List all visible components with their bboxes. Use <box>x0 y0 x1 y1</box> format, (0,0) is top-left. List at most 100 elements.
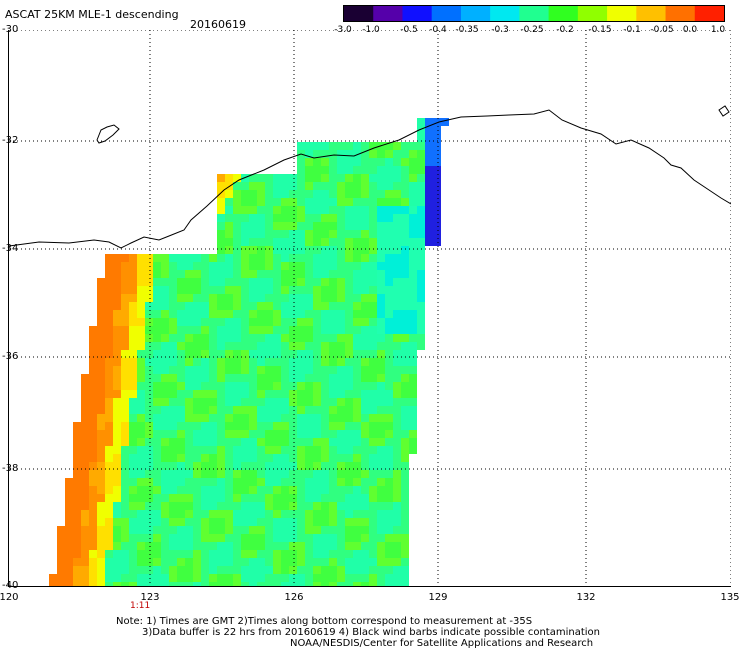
swath-cell <box>217 294 225 302</box>
swath-cell <box>409 358 417 366</box>
swath-cell <box>345 326 353 334</box>
swath-cell <box>161 398 169 406</box>
swath-cell <box>241 222 249 230</box>
swath-cell <box>225 486 233 494</box>
swath-cell <box>121 542 129 550</box>
swath-cell <box>329 342 337 350</box>
swath-cell <box>249 438 257 446</box>
swath-cell <box>281 510 289 518</box>
swath-cell <box>385 398 393 406</box>
swath-cell <box>329 550 337 558</box>
swath-cell <box>417 262 425 270</box>
swath-cell <box>225 182 233 190</box>
swath-cell <box>361 462 369 470</box>
swath-cell <box>233 326 241 334</box>
swath-cell <box>121 510 129 518</box>
swath-cell <box>89 438 97 446</box>
swath-cell <box>281 246 289 254</box>
swath-cell <box>97 318 105 326</box>
swath-cell <box>297 310 305 318</box>
swath-cell <box>297 438 305 446</box>
swath-cell <box>305 158 313 166</box>
swath-cell <box>345 414 353 422</box>
swath-cell <box>369 278 377 286</box>
swath-cell <box>177 286 185 294</box>
swath-cell <box>257 510 265 518</box>
swath-cell <box>249 262 257 270</box>
swath-cell <box>401 286 409 294</box>
swath-cell <box>241 246 249 254</box>
swath-cell <box>129 414 137 422</box>
swath-cell <box>393 166 401 174</box>
swath-cell <box>113 374 121 382</box>
swath-cell <box>289 230 297 238</box>
swath-cell <box>353 158 361 166</box>
swath-cell <box>217 502 225 510</box>
swath-cell <box>289 366 297 374</box>
swath-cell <box>313 230 321 238</box>
swath-cell <box>329 558 337 566</box>
swath-cell <box>137 358 145 366</box>
swath-cell <box>401 310 409 318</box>
swath-cell <box>185 334 193 342</box>
swath-cell <box>161 558 169 566</box>
swath-cell <box>433 118 441 126</box>
swath-cell <box>433 126 441 134</box>
swath-cell <box>337 358 345 366</box>
swath-cell <box>193 270 201 278</box>
swath-cell <box>145 502 153 510</box>
latitude-label: -40 <box>2 580 19 591</box>
swath-cell <box>401 382 409 390</box>
swath-cell <box>401 254 409 262</box>
swath-cell <box>329 446 337 454</box>
colorbar-segment <box>694 6 725 21</box>
swath-cell <box>345 382 353 390</box>
coastline <box>9 105 731 249</box>
swath-cell <box>241 422 249 430</box>
swath-cell <box>345 166 353 174</box>
swath-cell <box>345 494 353 502</box>
swath-cell <box>249 430 257 438</box>
swath-cell <box>97 326 105 334</box>
swath-cell <box>161 518 169 526</box>
swath-cell <box>89 366 97 374</box>
swath-cell <box>329 198 337 206</box>
swath-cell <box>345 278 353 286</box>
swath-cell <box>241 542 249 550</box>
swath-cell <box>233 510 241 518</box>
swath-cell <box>377 414 385 422</box>
swath-cell <box>281 174 289 182</box>
swath-cell <box>393 582 401 586</box>
swath-cell <box>209 374 217 382</box>
swath-cell <box>289 198 297 206</box>
swath-cell <box>129 494 137 502</box>
swath-cell <box>377 150 385 158</box>
swath-cell <box>209 446 217 454</box>
swath-cell <box>265 366 273 374</box>
swath-cell <box>113 278 121 286</box>
swath-cell <box>313 430 321 438</box>
swath-cell <box>257 182 265 190</box>
swath-cell <box>257 566 265 574</box>
swath-cell <box>257 398 265 406</box>
swath-cell <box>73 454 81 462</box>
swath-cell <box>217 334 225 342</box>
swath-cell <box>185 422 193 430</box>
colorbar-tick-label: -0.15 <box>588 25 612 35</box>
swath-cell <box>257 430 265 438</box>
swath-cell <box>337 534 345 542</box>
swath-cell <box>113 494 121 502</box>
swath-cell <box>385 342 393 350</box>
swath-cell <box>289 430 297 438</box>
swath-cell <box>73 518 81 526</box>
swath-cell <box>233 182 241 190</box>
swath-cell <box>249 238 257 246</box>
swath-cell <box>345 270 353 278</box>
swath-cell <box>393 502 401 510</box>
swath-cell <box>297 350 305 358</box>
swath-cell <box>257 374 265 382</box>
swath-cell <box>417 206 425 214</box>
swath-cell <box>169 286 177 294</box>
swath-cell <box>201 422 209 430</box>
swath-cell <box>425 198 433 206</box>
